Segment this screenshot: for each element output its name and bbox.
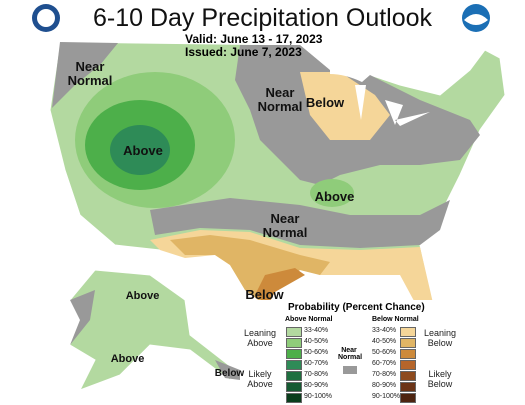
above-range: 90-100% (304, 393, 333, 400)
map-label: Above (125, 290, 160, 302)
map-label: Below (214, 368, 245, 379)
group: Likely Below (427, 369, 453, 389)
above-range: 33-40% (304, 327, 329, 334)
below-range: 33-40% (372, 327, 397, 334)
above-swatch (286, 371, 302, 381)
map-label: Below (305, 95, 345, 110)
valid-label: Valid: (185, 32, 218, 46)
map-label: Above (314, 189, 355, 204)
near-swatch (343, 366, 357, 374)
below-range: 40-50% (372, 338, 397, 345)
above-swatch (286, 327, 302, 337)
below-range: 70-80% (372, 371, 397, 378)
below-swatch (400, 349, 416, 359)
below-swatch (400, 360, 416, 370)
map-label: Above (123, 143, 163, 158)
valid-value: June 13 - 17, 2023 (220, 32, 323, 46)
above-swatch (286, 349, 302, 359)
below-header: Below Normal (372, 316, 419, 323)
below-range: 80-90% (372, 382, 397, 389)
below-swatch (400, 382, 416, 392)
lakes (330, 65, 430, 126)
above-range: 70-80% (304, 371, 329, 378)
issued: Issued: June 7, 2023 (185, 45, 302, 59)
doc-logo-inner (37, 9, 55, 27)
below-swatch (400, 338, 416, 348)
legend: Probability (Percent Chance) Above Norma… (244, 300, 520, 404)
below-50 (255, 268, 305, 305)
below-swatch (400, 327, 416, 337)
issued-value: June 7, 2023 (230, 45, 302, 59)
title: 6-10 Day Precipitation Outlook (92, 4, 433, 32)
below-swatch (400, 371, 416, 381)
alaska (69, 269, 236, 391)
map-label: Near Normal (262, 211, 308, 240)
below-range: 60-70% (372, 360, 397, 367)
near-normal-south (150, 198, 450, 248)
map-label: Above (110, 353, 145, 365)
above-east (310, 179, 354, 207)
above-range: 40-50% (304, 338, 329, 345)
above-60 (110, 125, 170, 175)
valid: Valid: June 13 - 17, 2023 (185, 32, 322, 46)
above-range: 60-70% (304, 360, 329, 367)
above-swatch (286, 382, 302, 392)
above-swatch (286, 338, 302, 348)
below-swatch (400, 393, 416, 403)
below-range: 50-60% (372, 349, 397, 356)
issued-label: Issued: (185, 45, 228, 59)
map-label: Near Normal (67, 59, 113, 88)
near-normal-nw (52, 42, 118, 108)
alaska-near (70, 290, 95, 345)
near-normal-header: Near Normal (338, 347, 363, 361)
legend-title: Probability (Percent Chance) (288, 302, 425, 313)
map-label: Below (245, 287, 284, 302)
below-range: 90-100% (372, 393, 401, 400)
below-40 (170, 235, 330, 305)
above-swatch (286, 393, 302, 403)
alaska-se (215, 360, 240, 380)
group: Leaning Above (243, 328, 277, 348)
noaa-logo-inner (464, 14, 488, 25)
above-header: Above Normal (285, 316, 333, 323)
above-range: 50-60% (304, 349, 329, 356)
above-swatch (286, 360, 302, 370)
below-lakes (300, 72, 390, 140)
above-range: 80-90% (304, 382, 329, 389)
group: Likely Above (247, 369, 273, 389)
group: Leaning Below (423, 328, 457, 348)
map-label: Near Normal (257, 85, 303, 114)
